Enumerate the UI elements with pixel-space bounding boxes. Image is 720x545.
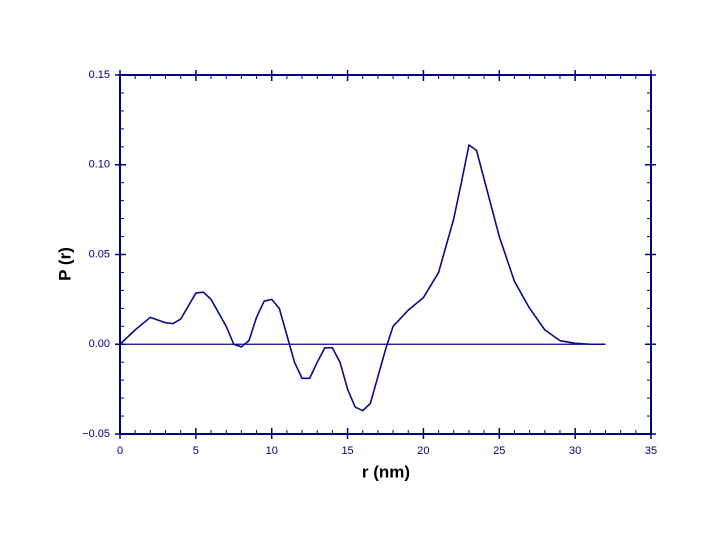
x-tick-label: 35	[645, 445, 657, 457]
y-tick-label: −0.05	[82, 428, 110, 440]
x-tick-label: 5	[193, 445, 199, 457]
y-tick-label: 0.05	[89, 248, 110, 260]
y-tick-label: 0.10	[89, 159, 110, 171]
y-tick-label: 0.15	[89, 69, 110, 81]
data-line	[119, 144, 606, 412]
y-tick-label: 0.00	[89, 338, 110, 350]
x-tick-label: 30	[569, 445, 581, 457]
x-tick-label: 15	[341, 445, 353, 457]
plot-frame	[119, 74, 652, 435]
x-axis-title: r (nm)	[362, 462, 410, 481]
x-tick-label: 25	[493, 445, 505, 457]
y-axis-title: P (r)	[55, 247, 74, 281]
x-tick-label: 10	[266, 445, 278, 457]
x-tick-label: 20	[417, 445, 429, 457]
x-tick-label: 0	[117, 445, 123, 457]
